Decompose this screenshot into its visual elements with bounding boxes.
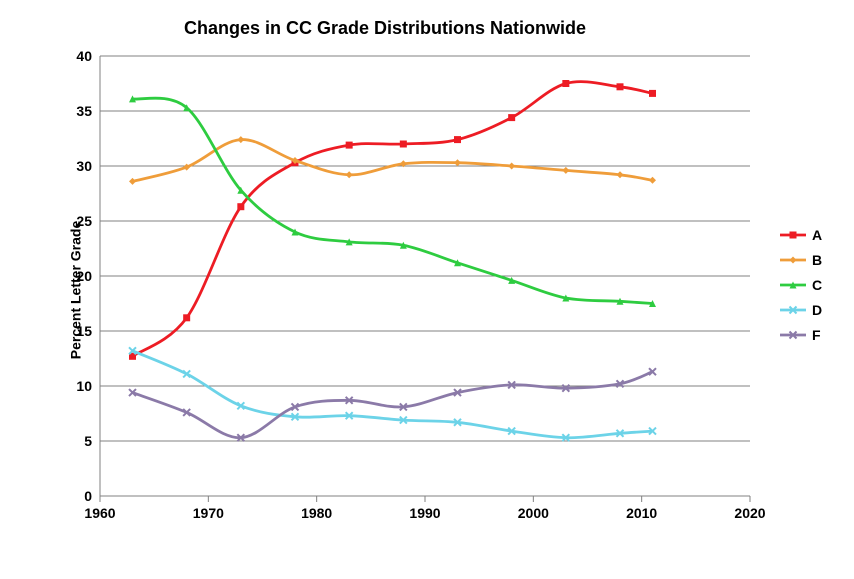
svg-text:40: 40 xyxy=(76,48,92,64)
legend-item-F: F xyxy=(780,325,822,345)
svg-text:1990: 1990 xyxy=(409,505,440,521)
legend-item-A: A xyxy=(780,225,822,245)
chart-container: Changes in CC Grade Distributions Nation… xyxy=(0,0,854,579)
svg-text:10: 10 xyxy=(76,378,92,394)
legend-item-B: B xyxy=(780,250,822,270)
legend-item-C: C xyxy=(780,275,822,295)
series-A xyxy=(129,80,656,360)
svg-text:2020: 2020 xyxy=(734,505,765,521)
legend-item-D: D xyxy=(780,300,822,320)
legend-label: D xyxy=(812,302,822,318)
svg-text:0: 0 xyxy=(84,488,92,504)
svg-text:1960: 1960 xyxy=(84,505,115,521)
chart-plot: 0 5 10 15 20 25 30 35 40 1960 1970 1980 1990 2000 2010… xyxy=(60,50,760,530)
legend-swatch-icon xyxy=(780,275,806,295)
series-F xyxy=(129,368,656,441)
legend-swatch-icon xyxy=(780,325,806,345)
svg-text:2000: 2000 xyxy=(518,505,549,521)
chart-legend: ABCDF xyxy=(780,220,822,350)
svg-text:5: 5 xyxy=(84,433,92,449)
legend-label: B xyxy=(812,252,822,268)
svg-text:1970: 1970 xyxy=(193,505,224,521)
svg-text:15: 15 xyxy=(76,323,92,339)
legend-swatch-icon xyxy=(780,225,806,245)
svg-text:30: 30 xyxy=(76,158,92,174)
svg-text:35: 35 xyxy=(76,103,92,119)
svg-text:20: 20 xyxy=(76,268,92,284)
svg-text:25: 25 xyxy=(76,213,92,229)
svg-text:2010: 2010 xyxy=(626,505,657,521)
legend-label: C xyxy=(812,277,822,293)
svg-text:1980: 1980 xyxy=(301,505,332,521)
legend-label: A xyxy=(812,227,822,243)
chart-title: Changes in CC Grade Distributions Nation… xyxy=(0,18,770,39)
legend-swatch-icon xyxy=(780,250,806,270)
series-D xyxy=(129,347,656,441)
legend-label: F xyxy=(812,327,821,343)
legend-swatch-icon xyxy=(780,300,806,320)
